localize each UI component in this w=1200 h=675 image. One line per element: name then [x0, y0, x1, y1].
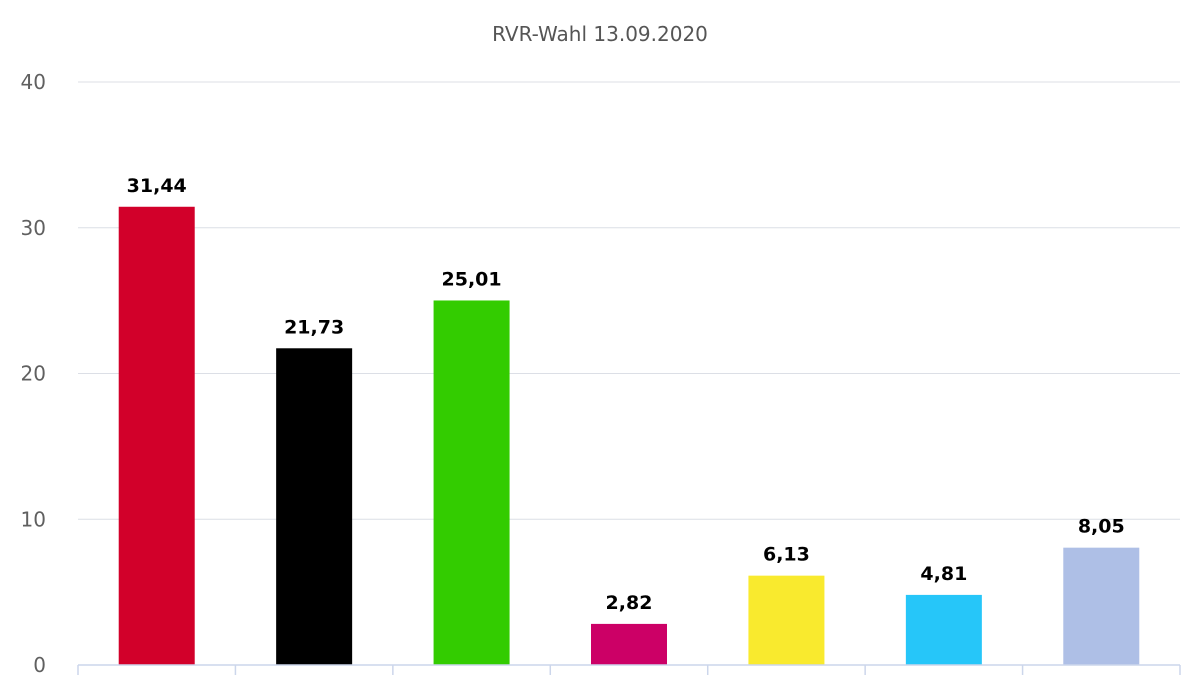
bar: [118, 206, 195, 665]
bar: [905, 594, 982, 665]
bar: [591, 623, 667, 665]
y-tick-label: 0: [33, 653, 46, 675]
bar: [433, 300, 510, 665]
bar: [1063, 547, 1140, 665]
data-label: 4,81: [920, 563, 967, 585]
data-label: 8,05: [1078, 516, 1125, 538]
y-axis-tick-labels: 0 10 20 30 40: [21, 70, 46, 675]
y-tick-label: 10: [21, 507, 46, 531]
y-tick-label: 30: [21, 216, 46, 240]
data-label: 21,73: [284, 316, 344, 338]
data-label: 2,82: [606, 592, 653, 614]
bar: [276, 348, 353, 665]
bar: [748, 575, 825, 665]
y-tick-label: 40: [21, 70, 46, 94]
x-axis: [77, 664, 1181, 675]
grid-lines: [78, 81, 1180, 520]
bars: [118, 206, 1140, 665]
data-label: 31,44: [127, 175, 187, 197]
data-label: 6,13: [763, 544, 810, 566]
data-label: 25,01: [442, 268, 502, 290]
chart-title: RVR-Wahl 13.09.2020: [492, 22, 708, 46]
data-labels: 31,44 21,73 25,01 2,82 6,13 4,81 8,05: [127, 175, 1125, 614]
y-tick-label: 20: [21, 362, 46, 386]
